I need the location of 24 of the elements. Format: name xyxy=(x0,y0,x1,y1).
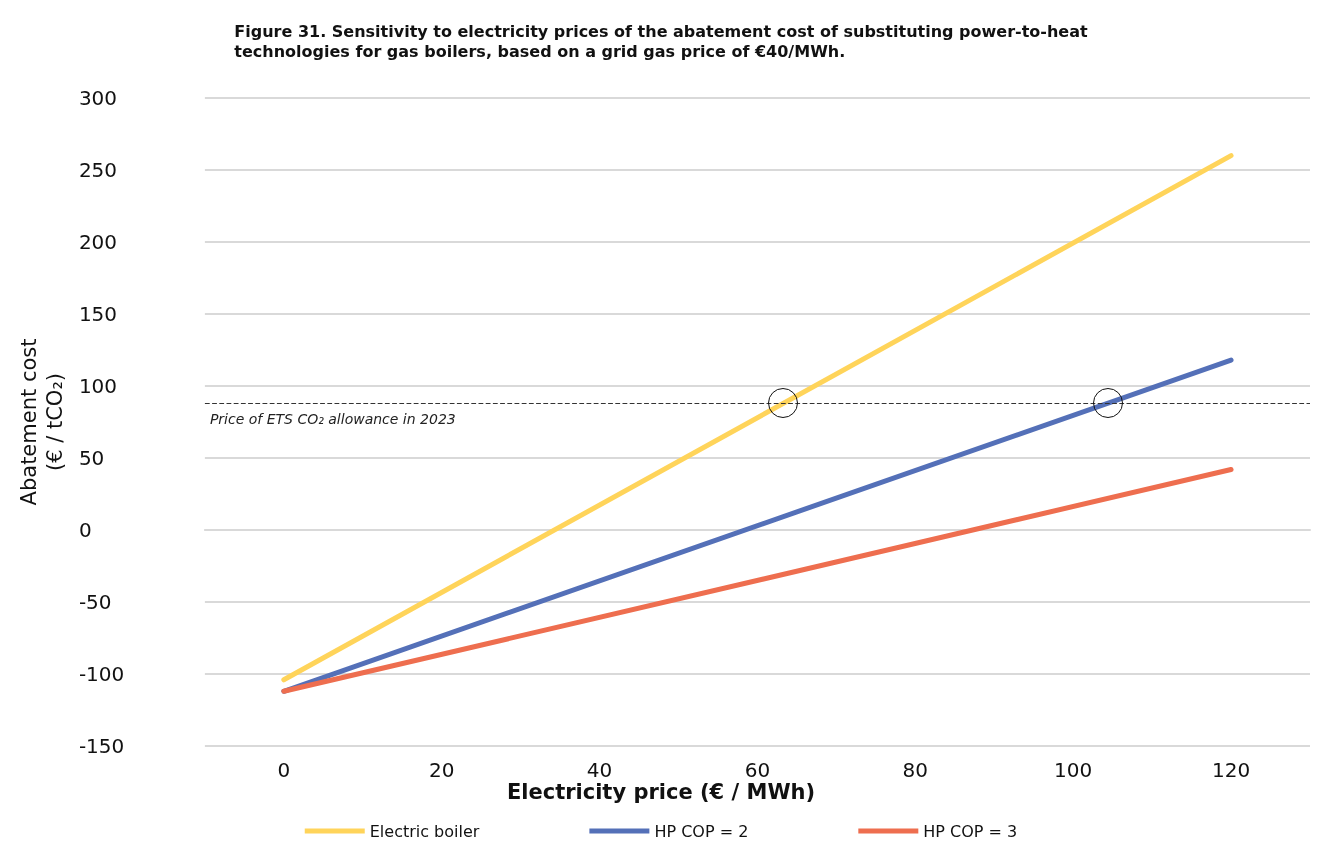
y-tick-label: 50 xyxy=(78,446,105,470)
y-tick-label: 150 xyxy=(78,302,118,326)
y-tick-label: 0 xyxy=(78,518,92,542)
y-tick-label: 100 xyxy=(78,374,118,398)
x-tick-label: 60 xyxy=(744,758,771,782)
y-tick-label: 200 xyxy=(78,230,118,254)
y-tick-label: -150 xyxy=(78,734,125,758)
legend-label: HP COP = 3 xyxy=(923,821,1018,841)
x-tick-label: 40 xyxy=(586,758,613,782)
y-tick-label: -100 xyxy=(78,662,125,686)
ref-line-label: Price of ETS CO₂ allowance in 2023 xyxy=(209,411,456,428)
x-tick-label: 120 xyxy=(1211,758,1251,782)
y-axis-title: Abatement cost (€ / tCO₂) xyxy=(17,338,67,506)
legend-label: HP COP = 2 xyxy=(654,821,749,841)
y-tick-label: 250 xyxy=(78,158,118,182)
x-axis-title: Electricity price (€ / MWh) xyxy=(506,779,816,804)
y-tick-label: -50 xyxy=(78,590,112,614)
x-tick-label: 0 xyxy=(277,758,291,782)
x-tick-label: 80 xyxy=(902,758,929,782)
x-tick-label: 20 xyxy=(428,758,455,782)
legend-label: Electric boiler xyxy=(369,821,480,841)
y-tick-label: 300 xyxy=(78,86,118,110)
chart-title: Figure 31. Sensitivity to electricity prices of the abatement cost of substituting power-to-heat technologies for gas boilers, based on a grid gas price of €40/MWh. xyxy=(234,21,1089,61)
x-tick-label: 100 xyxy=(1054,758,1093,782)
